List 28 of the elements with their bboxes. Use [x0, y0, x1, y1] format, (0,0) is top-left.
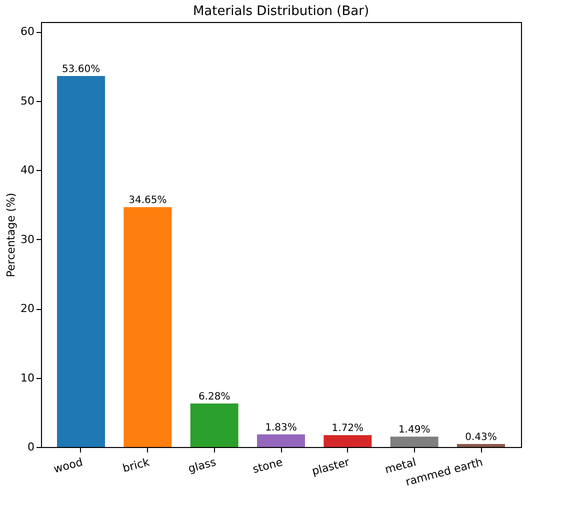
bar	[457, 444, 505, 447]
bar	[390, 436, 438, 447]
y-tick-label: 40	[20, 164, 34, 177]
y-tick-label: 20	[20, 302, 34, 316]
x-tick-label: plaster	[310, 455, 352, 478]
data-label: 53.60%	[62, 64, 100, 75]
y-axis-title: Percentage (%)	[4, 192, 18, 278]
data-label: 0.43%	[465, 432, 497, 444]
data-label: 6.28%	[198, 392, 230, 403]
y-tick-label: 0	[28, 440, 34, 454]
bar	[324, 435, 372, 447]
y-tick-label: 30	[20, 232, 34, 246]
data-label: 34.65%	[128, 195, 167, 206]
data-label: 1.72%	[332, 423, 364, 434]
chart-title: Materials Distribution (Bar)	[192, 4, 370, 19]
bar	[57, 76, 105, 447]
bar	[124, 207, 172, 447]
data-label: 1.49%	[398, 424, 430, 436]
y-tick-label: 50	[20, 94, 34, 108]
bar	[190, 404, 238, 447]
x-tick-label: glass	[186, 455, 218, 476]
x-tick-label: brick	[121, 455, 152, 476]
data-label: 1.83%	[265, 422, 297, 434]
y-tick-label: 10	[20, 371, 34, 384]
x-tick-label: wood	[52, 456, 84, 476]
x-tick-label: stone	[251, 455, 284, 476]
bar	[257, 434, 305, 447]
y-tick-label: 60	[20, 25, 34, 38]
